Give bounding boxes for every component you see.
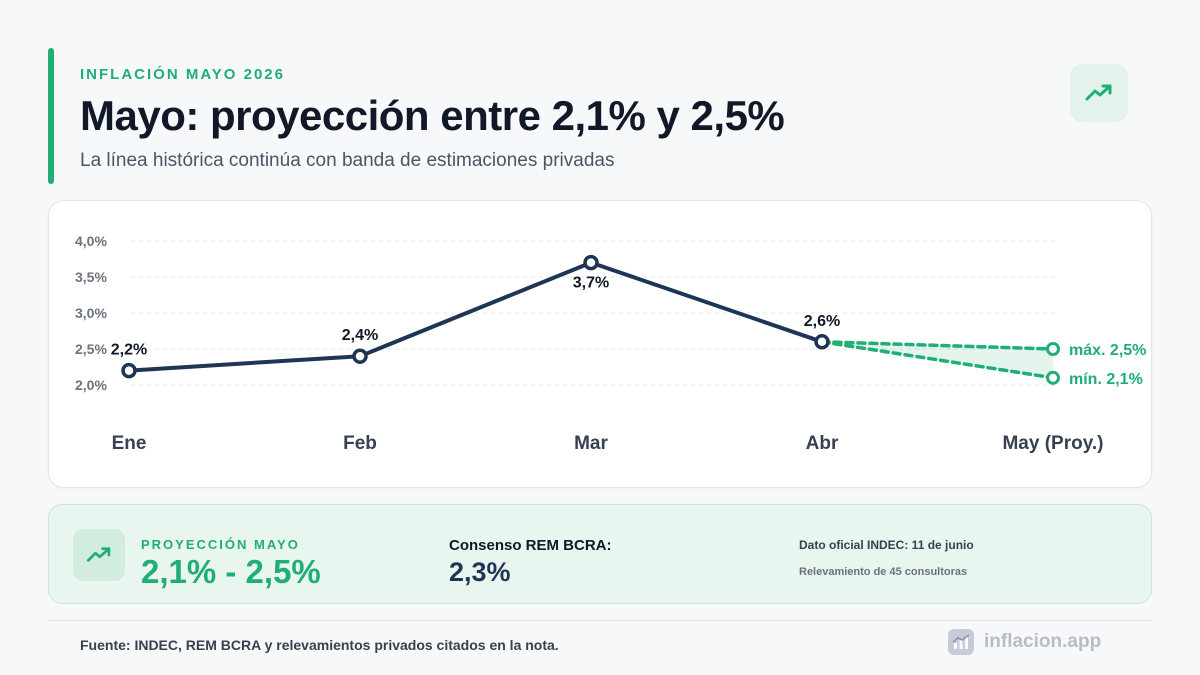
trending-up-icon xyxy=(86,547,111,562)
data-label: 2,2% xyxy=(111,342,147,359)
data-point xyxy=(352,348,368,364)
chart-logo-icon xyxy=(948,629,974,655)
summary-panel: PROYECCIÓN MAYO 2,1% - 2,5% Consenso REM… xyxy=(48,504,1152,604)
trend-badge xyxy=(1070,64,1128,122)
x-tick-label: Abr xyxy=(806,433,839,454)
line-chart: 2,0% 2,5% 3,0% 3,5% 4,0% Ene Feb Mar Abr May (Pro… xyxy=(75,233,1146,454)
data-point xyxy=(121,362,137,379)
consensus-label: Consenso REM BCRA: xyxy=(449,537,612,554)
data-label: 2,4% xyxy=(342,327,378,344)
projection-max-label: máx. 2,5% xyxy=(1069,342,1146,359)
series-line xyxy=(127,260,824,373)
projection-label: PROYECCIÓN MAYO xyxy=(141,537,300,552)
page-title: Mayo: proyección entre 2,1% y 2,5% xyxy=(80,92,785,139)
footer-divider xyxy=(48,620,1152,621)
chart-card: 2,0% 2,5% 3,0% 3,5% 4,0% Ene Feb Mar Abr May (Pro… xyxy=(48,200,1152,488)
brand-name: inflacion.app xyxy=(984,631,1102,652)
data-label: 2,6% xyxy=(804,313,840,330)
data-label: 3,7% xyxy=(573,275,609,292)
y-tick-label: 4,0% xyxy=(75,233,107,249)
x-tick-label: Feb xyxy=(343,433,377,454)
consensus-value: 2,3% xyxy=(449,557,511,587)
summary-icon-box xyxy=(73,529,125,581)
trending-up-icon xyxy=(1085,84,1112,101)
y-tick-label: 2,0% xyxy=(75,377,107,393)
y-tick-label: 3,0% xyxy=(75,305,107,321)
y-tick-label: 3,5% xyxy=(75,269,107,285)
eyebrow-label: INFLACIÓN MAYO 2026 xyxy=(80,66,285,83)
projection-value: 2,1% - 2,5% xyxy=(141,553,321,590)
data-point xyxy=(814,334,830,350)
x-tick-label: May (Proy.) xyxy=(1002,433,1103,454)
projection-min-line xyxy=(820,340,1055,380)
x-tick-label: Ene xyxy=(112,433,147,454)
page-subtitle: La línea histórica continúa con banda de… xyxy=(80,150,615,171)
projection-min-label: mín. 2,1% xyxy=(1069,371,1143,388)
brand[interactable]: inflacion.app xyxy=(948,629,1101,655)
source-note: Fuente: INDEC, REM BCRA y relevamientos … xyxy=(80,637,559,653)
x-tick-label: Mar xyxy=(574,433,608,454)
projection-max-point xyxy=(1046,342,1060,356)
official-date: Dato oficial INDEC: 11 de junio xyxy=(799,538,974,552)
data-point xyxy=(583,254,599,271)
y-tick-label: 2,5% xyxy=(75,341,107,357)
survey-note: Relevamiento de 45 consultoras xyxy=(799,566,968,578)
accent-bar xyxy=(48,48,54,184)
projection-min-point xyxy=(1046,370,1060,385)
projection-max-line xyxy=(820,340,1055,351)
